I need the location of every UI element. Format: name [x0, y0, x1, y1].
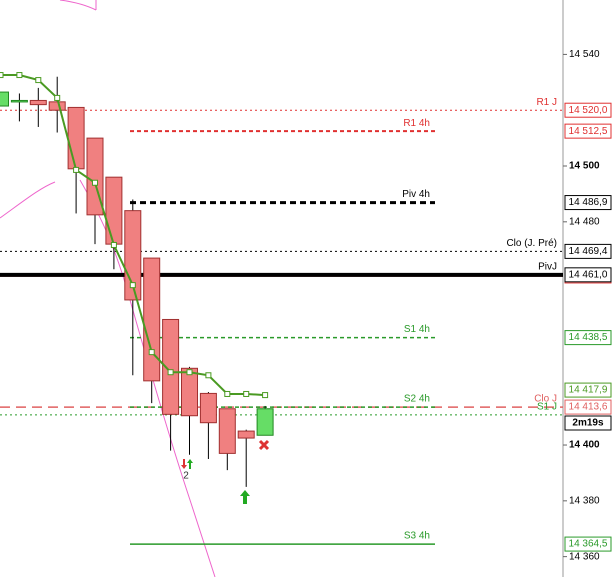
level-label: S3 4h: [404, 531, 430, 542]
annotation: 2: [183, 471, 189, 482]
level-label: R1 4h: [403, 118, 430, 129]
close-mark: [258, 439, 270, 451]
plot: 14 540 14 500 14 480 14 400 14 380 14 360 R1 J…: [0, 49, 612, 562]
candle-body: [10, 99, 28, 103]
candle-body: [237, 430, 255, 439]
price-label: 14 512,5: [569, 126, 608, 137]
price-box: [564, 382, 612, 398]
ma-point: [186, 369, 193, 376]
price-box: [564, 536, 612, 552]
ma-point: [243, 390, 250, 397]
price-label: 14 520,0: [569, 105, 608, 116]
timer-box: [564, 415, 612, 431]
y-tick-label: 14 360: [569, 551, 600, 562]
ma-point: [0, 72, 4, 79]
candle-body: [143, 257, 161, 382]
y-tick-label: 14 540: [569, 49, 600, 60]
band-upper: [59, 0, 97, 11]
price-label: 14 461,0: [569, 269, 608, 280]
price-label: 14 438,5: [569, 332, 608, 343]
candle-body: [48, 101, 66, 111]
ma-point: [205, 372, 212, 379]
candle-body: [256, 408, 274, 436]
price-label: 14 413,6: [569, 402, 608, 413]
price-box: [564, 102, 612, 118]
buy-arrow: [187, 459, 193, 469]
ma-point: [35, 77, 42, 84]
candle-body: [162, 318, 180, 415]
level-label: S1 4h: [404, 324, 430, 335]
buy-arrow: [240, 490, 250, 504]
price-box: [564, 195, 612, 211]
level-label: S1 J: [537, 402, 557, 413]
price-box: [564, 267, 612, 283]
level-label: S2 4h: [404, 394, 430, 405]
y-tick-label: 14 480: [569, 216, 600, 227]
price-label: 14 486,9: [569, 197, 608, 208]
price-box: [564, 123, 612, 139]
ma-point: [224, 390, 231, 397]
timer: 2m19s: [572, 418, 604, 429]
band-upper: [0, 181, 56, 219]
candle-body: [181, 367, 198, 417]
ma-point: [129, 282, 136, 289]
ma-point: [16, 72, 23, 79]
level-label: Clo J: [534, 394, 557, 405]
ma-point: [73, 166, 80, 173]
level-label: PivJ: [538, 261, 557, 272]
candle-body: [29, 99, 47, 106]
level-label: Piv 4h: [402, 189, 430, 200]
ma-point: [167, 369, 174, 376]
candle-body: [199, 392, 217, 424]
y-tick-label: 14 380: [569, 495, 600, 506]
candle-body: [105, 176, 123, 245]
y-tick-label: 14 400: [569, 440, 600, 451]
ma-point: [110, 241, 117, 248]
candle-body: [218, 408, 236, 454]
price-label: 14 364,5: [569, 539, 608, 550]
band-lower: [79, 179, 216, 577]
y-tick-label: 14 500: [569, 161, 600, 172]
price-label: 14 417,9: [569, 385, 608, 396]
candle-body: [0, 91, 9, 107]
sell-arrow: [181, 459, 187, 469]
ma-point: [148, 349, 155, 356]
ma-point: [92, 179, 98, 186]
ma-point: [262, 392, 269, 399]
level-label: Clo (J. Pré): [506, 238, 557, 249]
level-label: R1 J: [536, 97, 557, 108]
price-box: [564, 243, 612, 259]
price-box: [564, 399, 612, 415]
price-box: [564, 330, 612, 346]
candle-body: [67, 106, 85, 170]
price-label: 14 469,4: [569, 246, 608, 257]
ma-point: [54, 94, 61, 101]
